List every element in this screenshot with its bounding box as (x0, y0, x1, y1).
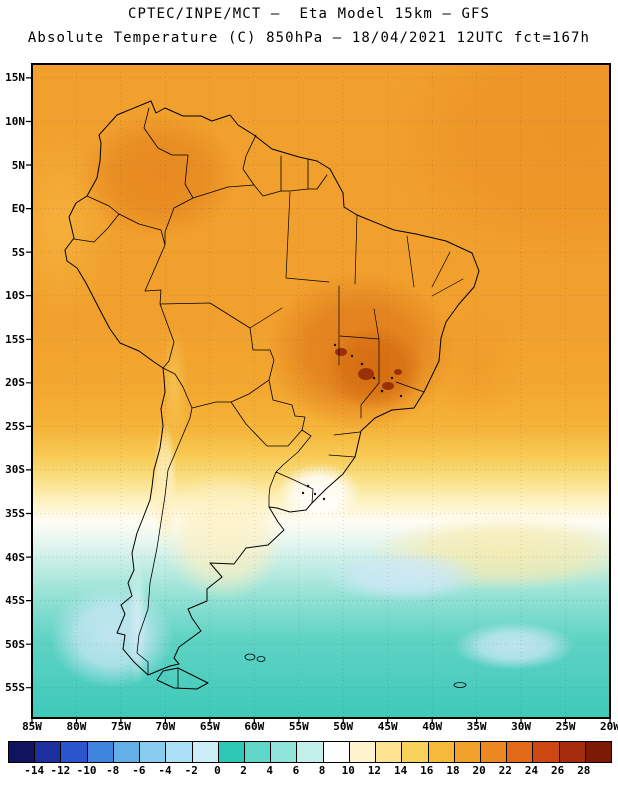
state-borders (249, 191, 464, 458)
longitude-ticks (31, 718, 611, 724)
colorbar-tick--6: -6 (132, 764, 146, 777)
hot-spot-contours (335, 348, 402, 390)
colorbar-tick-24: 24 (524, 764, 539, 777)
colorbar-tick--12: -12 (50, 764, 71, 777)
lat-label-5S: 5S (11, 245, 25, 259)
colorbar-segment-0 (9, 742, 36, 762)
colorbar-tick-20: 20 (472, 764, 486, 777)
colorbar-tick--10: -10 (76, 764, 97, 777)
lat-label-40S: 40S (5, 550, 25, 564)
colorbar-segment-6 (166, 742, 193, 762)
colorbar-tick--2: -2 (184, 764, 198, 777)
colorbar-tick-10: 10 (341, 764, 355, 777)
falkland-islands-east (256, 656, 266, 662)
colorbar-segment-16 (428, 742, 455, 762)
colorbar-segment-21 (559, 742, 586, 762)
latitude-axis: 15N 10N 5N EQ 5S 10S 15S 20S 25S 30S 35S 40S 45S 50S 5… (0, 0, 26, 740)
colorbar-segment-4 (113, 742, 141, 762)
lat-label-20S: 20S (5, 376, 25, 390)
colorbar-segment-12 (323, 742, 350, 762)
contour-specks (301, 343, 403, 501)
lat-label-35S: 35S (5, 507, 25, 520)
colorbar-segment-17 (454, 742, 481, 762)
colorbar-tick-18: 18 (446, 764, 460, 777)
colorbar-segment-8 (218, 742, 245, 762)
colorbar-segment-22 (585, 742, 612, 762)
lat-label-15N: 15N (5, 71, 25, 85)
colorbar-tick--14: -14 (24, 764, 45, 777)
map-canvas (26, 63, 611, 724)
colorbar-segment-9 (244, 742, 272, 762)
tierra-del-fuego (156, 667, 209, 690)
colorbar-tick-16: 16 (420, 764, 434, 777)
temperature-field (32, 64, 610, 718)
lat-label-50S: 50S (5, 637, 25, 651)
colorbar-segment-3 (87, 742, 114, 762)
lat-label-10N: 10N (5, 114, 25, 128)
colorbar-segment-2 (61, 742, 88, 762)
colorbar-tick-0: 0 (214, 764, 221, 777)
colorbar-segment-11 (297, 742, 324, 762)
colorbar-segment-1 (35, 742, 62, 762)
colorbar-tick-14: 14 (393, 764, 408, 777)
colorbar-segment-14 (376, 742, 403, 762)
page-subtitle: Absolute Temperature (C) 850hPa — 18/04/… (27, 30, 591, 46)
page-title: CPTEC/INPE/MCT — Eta Model 15km — GFS (127, 6, 491, 22)
coastline (64, 100, 480, 676)
colorbar-segment-15 (402, 742, 429, 762)
graticule (32, 64, 610, 718)
lat-label-55S: 55S (5, 681, 25, 695)
colorbar-tick--4: -4 (158, 764, 172, 777)
country-borders (73, 107, 328, 689)
colorbar-segment-18 (480, 742, 508, 762)
colorbar-segment-13 (349, 742, 377, 762)
lat-label-15S: 15S (5, 332, 25, 346)
falkland-islands (244, 653, 256, 661)
colorbar-tick-2: 2 (240, 764, 247, 777)
colorbar-tick-12: 12 (367, 764, 382, 777)
colorbar-tick-8: 8 (318, 764, 326, 777)
colorbar-tick-28: 28 (577, 764, 591, 777)
colorbar-segment-7 (192, 742, 219, 762)
map-frame (26, 63, 611, 724)
lat-label-25S: 25S (5, 419, 25, 433)
colorbar-tick-6: 6 (292, 764, 300, 777)
latitude-ticks (26, 77, 32, 689)
lat-label-EQ: EQ (11, 202, 25, 216)
lat-label-10S: 10S (5, 289, 25, 303)
colorbar-segment-19 (507, 742, 534, 762)
colorbar-tick-22: 22 (498, 764, 512, 777)
colorbar-segment-5 (140, 742, 167, 762)
colorbar-segment-10 (271, 742, 298, 762)
colorbar-segment-20 (533, 742, 560, 762)
colorbar-tick-4: 4 (266, 764, 274, 777)
lat-label-5N: 5N (11, 158, 25, 172)
lat-label-45S: 45S (5, 594, 25, 608)
south-georgia-island (453, 682, 467, 688)
colorbar-tick--8: -8 (106, 764, 120, 777)
colorbar-tick-26: 26 (551, 764, 565, 777)
colorbar (8, 741, 612, 763)
lat-label-30S: 30S (5, 463, 25, 477)
coastlines-borders (64, 100, 480, 690)
